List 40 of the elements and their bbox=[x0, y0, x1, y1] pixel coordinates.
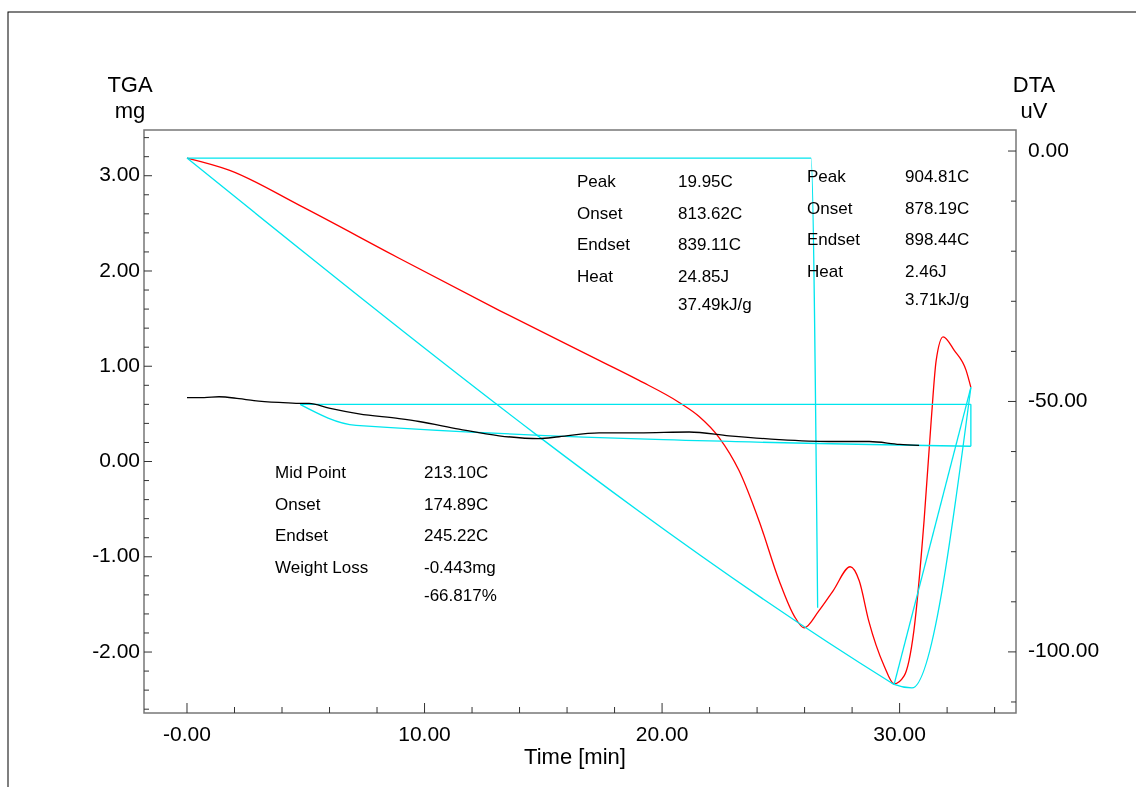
y-tick-label: -1.00 bbox=[92, 543, 140, 567]
x-tick-label: -0.00 bbox=[163, 722, 211, 745]
annotation: 213.10C bbox=[424, 463, 489, 483]
annotation: Endset bbox=[275, 526, 329, 546]
annotation: 839.11C bbox=[678, 235, 742, 255]
annotation: 2.46J bbox=[905, 262, 947, 282]
annotation: 813.62C bbox=[678, 204, 743, 224]
annotation: 898.44C bbox=[905, 230, 970, 250]
y2-tick-label: -50.00 bbox=[1028, 388, 1088, 412]
y-tick-label: 2.00 bbox=[99, 257, 140, 281]
y2-axis-title: DTA uV bbox=[1012, 72, 1056, 123]
annotation: 174.89C bbox=[424, 495, 489, 515]
y2-tick-label: 0.00 bbox=[1028, 137, 1069, 161]
annotation: -66.817% bbox=[424, 586, 497, 606]
annotation: 24.85J bbox=[678, 267, 730, 287]
y-tick-label: -2.00 bbox=[92, 638, 140, 662]
annotation: Weight Loss bbox=[275, 558, 369, 578]
y2-tick-label: -100.00 bbox=[1028, 638, 1100, 662]
x-axis-title: Time [min] bbox=[524, 744, 626, 769]
y-tick-label: 0.00 bbox=[99, 448, 140, 472]
annotation: 878.19C bbox=[905, 199, 970, 219]
y-tick-label: 3.00 bbox=[99, 162, 140, 186]
annotation: Endset bbox=[577, 235, 631, 255]
annotation: 37.49kJ/g bbox=[678, 295, 752, 315]
annotation: 3.71kJ/g bbox=[905, 290, 970, 310]
x-tick-label: 30.00 bbox=[873, 722, 926, 745]
annotation: Onset bbox=[275, 495, 321, 515]
x-tick-label: 10.00 bbox=[398, 722, 451, 745]
annotation: Peak bbox=[577, 172, 617, 192]
annotation: -0.443mg bbox=[424, 558, 496, 578]
annotation: Onset bbox=[577, 204, 623, 224]
annotation: Mid Point bbox=[275, 463, 347, 483]
annotation: 245.22C bbox=[424, 526, 489, 546]
y-tick-label: 1.00 bbox=[99, 352, 140, 376]
annotation: 904.81C bbox=[905, 167, 970, 187]
y-axis-title: TGA mg bbox=[107, 72, 153, 123]
annotation: Peak bbox=[807, 167, 847, 187]
annotation: Heat bbox=[577, 267, 614, 287]
annotation: 19.95C bbox=[678, 172, 733, 192]
x-tick-label: 20.00 bbox=[635, 722, 689, 745]
